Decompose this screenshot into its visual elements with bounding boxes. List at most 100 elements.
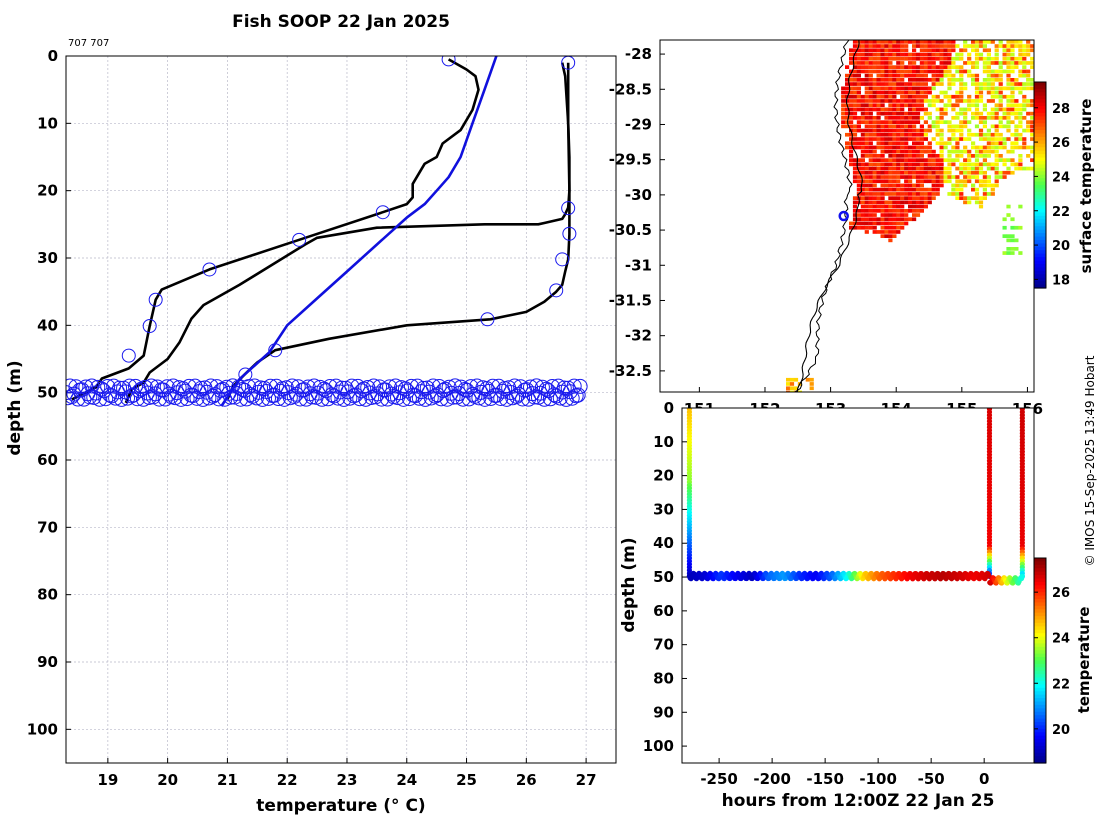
sst-cell	[860, 103, 865, 108]
sst-cell	[912, 48, 917, 53]
sst-cell	[888, 170, 893, 175]
sst-cell	[892, 73, 897, 78]
section-x-tick-label: -100	[859, 770, 897, 788]
sst-cell	[967, 137, 972, 141]
sst-cell	[856, 73, 861, 78]
sst-cell	[888, 44, 893, 48]
sst-cell	[908, 132, 913, 137]
sst-cell	[978, 149, 984, 154]
sst-cell	[868, 124, 873, 129]
sst-cell	[900, 154, 905, 158]
sst-cell	[896, 99, 901, 103]
bottom-tow-marker	[570, 387, 586, 403]
sst-cell	[1026, 82, 1031, 86]
sst-cell	[892, 217, 897, 222]
sst-cell	[904, 166, 909, 171]
sst-cell	[896, 65, 901, 69]
sst-cell	[880, 175, 885, 179]
sst-cell	[978, 162, 984, 167]
sst-cell	[931, 166, 936, 171]
sst-cell	[888, 40, 893, 44]
colorbar-segment	[1034, 739, 1046, 744]
sst-cell	[880, 183, 885, 188]
sst-cell	[872, 44, 877, 48]
sst-cell	[841, 107, 846, 112]
sst-cell	[856, 183, 861, 188]
sst-cell	[880, 158, 885, 162]
sst-cell	[994, 145, 999, 150]
sst-cell	[908, 86, 913, 91]
sst-cell	[904, 124, 909, 129]
sst-cell	[967, 44, 972, 48]
sst-cell	[919, 141, 924, 146]
sst-cell	[931, 44, 936, 48]
sst-cell	[923, 111, 928, 116]
sst-cell	[1018, 158, 1023, 162]
sst-cell	[982, 192, 987, 196]
sst-cell	[947, 128, 952, 133]
sst-cell	[943, 73, 948, 78]
sst-cell	[884, 94, 889, 99]
colorbar-segment	[1034, 92, 1046, 97]
bottom-tow-marker	[433, 391, 449, 407]
sst-cell	[856, 52, 861, 57]
sst-cell	[1030, 82, 1034, 86]
sst-cell	[963, 183, 968, 188]
section-y-tick-label: 0	[664, 399, 674, 417]
sst-cell	[974, 175, 980, 179]
sst-cell	[915, 86, 921, 91]
sst-cell	[939, 56, 944, 61]
sst-cell	[849, 145, 854, 150]
sst-cell	[912, 128, 917, 133]
sst-cell	[872, 107, 877, 112]
sst-cell	[1030, 56, 1034, 61]
sst-cell	[880, 120, 885, 124]
sst-cell	[880, 124, 885, 129]
colorbar-segment	[1034, 718, 1046, 723]
sst-cell	[971, 141, 976, 146]
sst-cell	[971, 187, 976, 192]
sst-cell	[912, 166, 917, 171]
sst-cell	[998, 82, 1003, 86]
section-y-tick-label: 40	[653, 534, 674, 552]
sst-cell	[876, 200, 881, 205]
sst-cell	[864, 221, 869, 226]
sst-cell	[931, 56, 936, 61]
colorbar-segment	[1034, 150, 1046, 155]
sst-cell	[912, 141, 917, 146]
sst-cell	[872, 183, 877, 188]
sst-cell	[864, 90, 869, 95]
sst-cell	[872, 116, 877, 120]
sst-cell	[994, 175, 999, 179]
sst-cell	[990, 107, 995, 112]
sst-cell	[872, 94, 877, 99]
sst-cell	[963, 48, 968, 53]
sst-cell	[1006, 149, 1011, 154]
sst-cell	[892, 154, 897, 158]
sst-cell	[884, 132, 889, 137]
sst-cell	[963, 200, 968, 205]
sst-cell	[896, 61, 901, 65]
sst-cell	[860, 179, 865, 184]
sst-cell	[1022, 116, 1027, 120]
sst-cell	[923, 166, 928, 171]
sst-cell	[876, 230, 881, 234]
sst-cell	[876, 44, 881, 48]
sst-cell	[868, 141, 873, 146]
sst-cell	[959, 183, 964, 188]
colorbar-segment	[1034, 694, 1046, 699]
sst-cell	[1018, 116, 1023, 120]
bottom-tow-marker	[262, 378, 278, 394]
sst-cell	[943, 175, 948, 179]
sst-cell	[963, 116, 968, 120]
sst-cell	[947, 99, 952, 103]
sst-cell	[947, 158, 952, 162]
sst-cell	[872, 124, 877, 129]
sst-cell	[959, 82, 964, 86]
sst-cell	[908, 103, 913, 108]
sst-cell	[856, 170, 861, 175]
sst-cell	[947, 56, 952, 61]
colorbar-segment	[1034, 660, 1046, 665]
bottom-tow-marker	[233, 391, 249, 407]
bottom-tow-marker	[151, 391, 167, 407]
